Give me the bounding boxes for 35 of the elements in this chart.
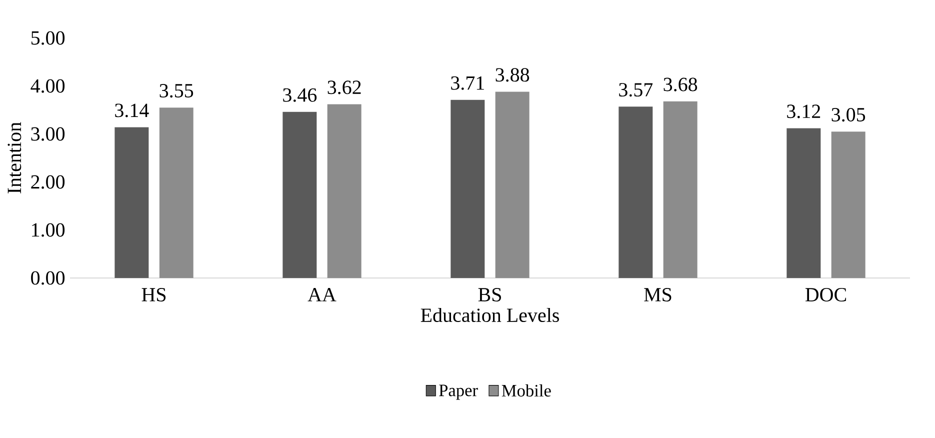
x-tick-label: BS [478, 288, 501, 302]
data-label: 3.05 [832, 108, 866, 122]
y-tick-label: 1.00 [32, 223, 65, 237]
x-axis-title: Education Levels [420, 308, 559, 322]
data-label: 3.62 [328, 80, 361, 94]
data-label: 3.71 [451, 76, 484, 90]
bar [495, 92, 530, 278]
data-label: 3.14 [115, 104, 149, 118]
bar [114, 127, 149, 278]
y-axis-title: Intention [8, 122, 22, 194]
bar [831, 132, 866, 278]
data-label: 3.88 [496, 68, 530, 82]
y-tick-label: 2.00 [31, 175, 65, 189]
bar [786, 128, 821, 278]
bar [663, 101, 698, 278]
data-label: 3.68 [664, 78, 698, 92]
x-tick-label: MS [644, 288, 672, 302]
legend-label: Paper [439, 384, 478, 400]
data-label: 3.57 [619, 83, 653, 97]
bar [450, 100, 485, 278]
y-tick-label: 4.00 [30, 79, 65, 93]
data-label: 3.55 [160, 84, 194, 98]
bar [159, 108, 194, 278]
y-tick-label: 5.00 [31, 31, 65, 45]
x-tick-label: DOC [805, 288, 846, 302]
bar [618, 106, 653, 278]
y-tick-label: 0.00 [31, 271, 65, 285]
bar [327, 104, 362, 278]
y-tick-label: 3.00 [31, 127, 65, 141]
data-label: 3.46 [283, 88, 317, 102]
x-tick-label: AA [308, 288, 336, 302]
bar [282, 112, 317, 278]
x-tick-label: HS [142, 288, 166, 302]
data-label: 3.12 [787, 104, 820, 118]
legend-label: Mobile [502, 384, 551, 397]
